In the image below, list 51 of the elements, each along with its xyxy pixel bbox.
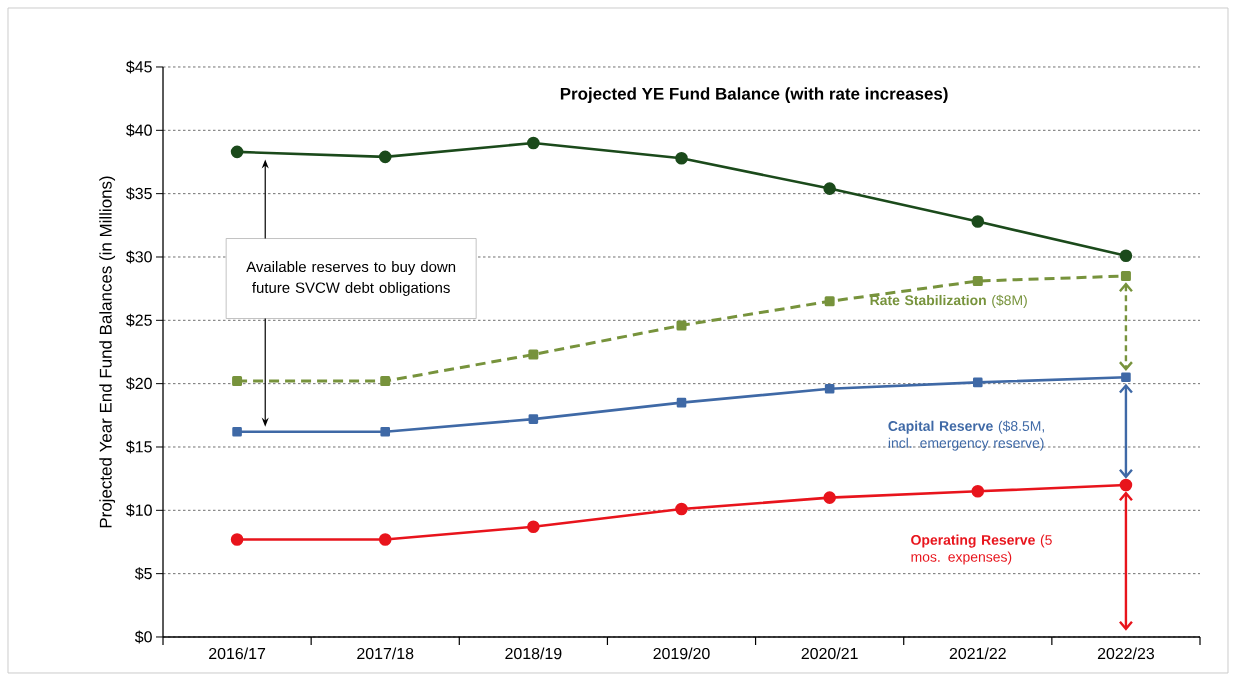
text: Projected YE Fund Balance (with rate increases) — [560, 87, 948, 104]
point — [676, 397, 687, 408]
point — [232, 376, 243, 387]
y-tick-label: $45 — [126, 60, 152, 74]
point — [1119, 249, 1133, 263]
point — [1120, 270, 1131, 281]
point — [380, 376, 391, 387]
x-tick-label: 2021/22 — [949, 647, 1006, 660]
annotation: Available reserves to buy down future SVCW debt obligations — [246, 261, 456, 296]
point — [823, 491, 836, 504]
point — [824, 296, 835, 307]
point — [1119, 478, 1133, 492]
text: Operating Reserve (5 mos. expenses) — [911, 534, 1052, 565]
x-tick-label: 2022/23 — [1097, 647, 1155, 660]
y-tick-label: $15 — [126, 440, 152, 454]
text: Capital Reserve ($8.5M, incl. emergency reserve) — [888, 420, 1044, 451]
point — [823, 182, 836, 195]
x-tick-label: 2019/20 — [653, 647, 710, 660]
y-tick-label: $30 — [126, 250, 152, 264]
x-tick-label: 2016/17 — [209, 647, 266, 660]
point — [380, 426, 391, 437]
point — [972, 377, 983, 388]
y-tick-label: $0 — [134, 630, 152, 644]
y-tick-label: $35 — [126, 187, 152, 201]
point — [378, 533, 392, 546]
point — [971, 215, 985, 228]
point — [971, 485, 985, 498]
point — [527, 136, 540, 150]
point — [527, 520, 540, 534]
x-tick-label: 2018/19 — [505, 647, 562, 660]
point — [1121, 372, 1131, 383]
x-tick-label: 2020/21 — [801, 647, 858, 660]
point — [230, 533, 244, 546]
y-tick-label: $5 — [134, 567, 152, 581]
y-tick-label: $40 — [126, 123, 152, 137]
x-tick-label: 2017/18 — [357, 647, 414, 660]
y-tick-label: $10 — [126, 503, 152, 517]
point — [230, 145, 244, 159]
y-tick-label: $20 — [126, 377, 152, 391]
y-tick-label: $25 — [126, 313, 152, 327]
y-axis-title: Projected Year End Fund Balances (in Millions) — [99, 176, 116, 528]
point — [675, 502, 688, 516]
point — [824, 383, 835, 394]
point — [675, 151, 688, 165]
series-label: Rate Stabilization ($8M) — [870, 294, 1027, 308]
point — [232, 426, 242, 437]
point — [528, 349, 539, 360]
point — [378, 150, 392, 164]
point — [676, 320, 687, 331]
point — [528, 414, 539, 424]
point — [972, 276, 983, 287]
